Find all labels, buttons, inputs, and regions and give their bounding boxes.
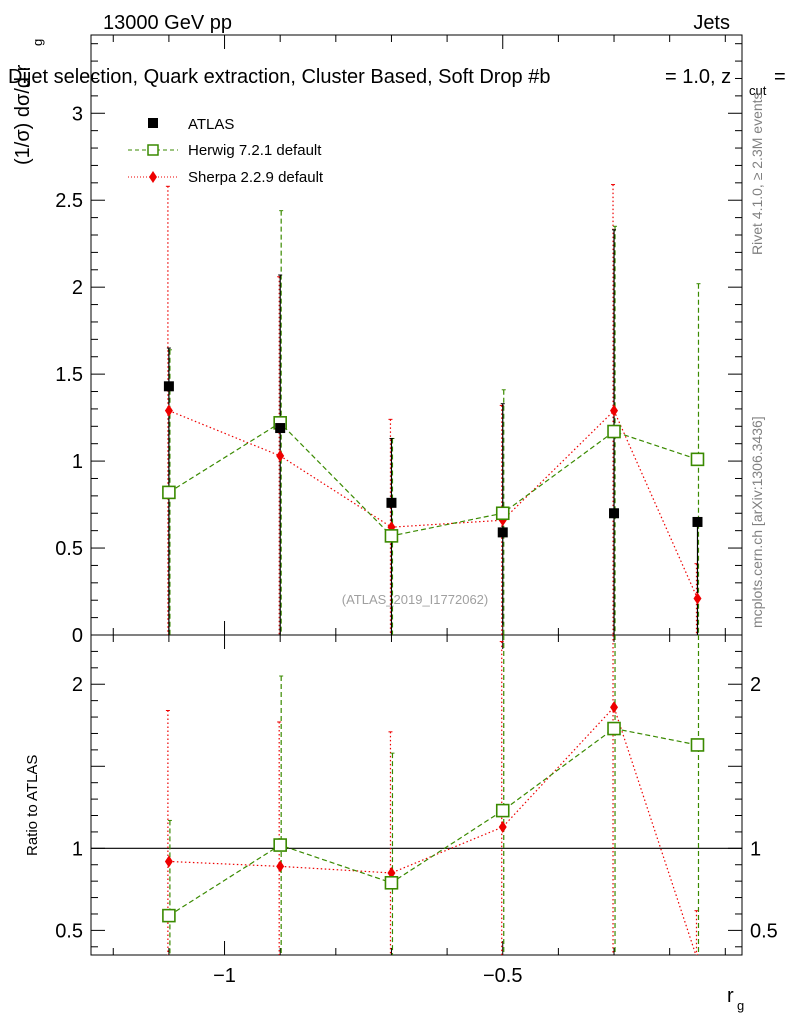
plot-title-trailing: = <box>774 66 786 88</box>
ratio-ytick-label: 0.5 <box>55 920 83 942</box>
xtick-label: −0.5 <box>483 965 522 987</box>
ratio-line-sherpa <box>168 706 697 955</box>
ratio-ytick-label: 2 <box>72 674 83 696</box>
main-ytick-label: 2.5 <box>55 190 83 212</box>
legend-entry-herwig: Herwig 7.2.1 default <box>188 142 322 159</box>
data-marks <box>91 184 742 955</box>
ratio-point-herwig <box>162 908 176 923</box>
main-ytick-label: 3 <box>72 103 83 125</box>
ratio-point-sherpa <box>387 866 396 879</box>
ratio-ytick-label-right: 0.5 <box>750 920 778 942</box>
main-line-sherpa <box>168 409 699 599</box>
plot-title-zcut-sub: cut <box>749 83 767 98</box>
ratio-ylabel: Ratio to ATLAS <box>24 755 41 856</box>
main-ytick-label: 0.5 <box>55 538 83 560</box>
main-point-atlas <box>609 508 620 519</box>
ratio-point-herwig <box>690 738 705 752</box>
main-line-herwig <box>168 422 698 537</box>
main-ylabel-sub: g <box>30 39 45 46</box>
ratio-panel-frame <box>90 634 743 956</box>
main-point-herwig <box>690 452 705 467</box>
ratio-panel-marks <box>162 635 705 955</box>
ratio-ytick-label-right: 1 <box>750 838 761 860</box>
main-ytick-label: 2 <box>72 277 83 299</box>
main-point-sherpa <box>693 592 702 605</box>
ratio-point-sherpa <box>696 953 699 955</box>
main-point-herwig <box>607 424 621 439</box>
main-point-atlas <box>692 516 703 527</box>
ratio-ytick-label-right: 2 <box>750 674 761 696</box>
analysis-watermark: (ATLAS_2019_I1772062) <box>342 592 488 607</box>
main-point-sherpa <box>164 404 173 417</box>
ratio-point-sherpa <box>164 855 173 868</box>
main-point-herwig <box>162 485 176 500</box>
x-axis-label-sub: g <box>737 998 744 1013</box>
energy-label: 13000 GeV pp <box>103 12 232 34</box>
x-axis-label: r <box>727 985 734 1007</box>
ratio-point-herwig <box>607 721 621 736</box>
main-ytick-label: 1 <box>72 451 83 473</box>
legend-marker-herwig <box>147 144 159 156</box>
main-ytick-label: 0 <box>72 625 83 647</box>
legend: ATLAS Herwig 7.2.1 default Sherpa 2.2.9 … <box>128 116 324 186</box>
ratio-point-sherpa <box>276 860 285 873</box>
legend-marker-atlas <box>148 118 158 128</box>
legend-entry-sherpa: Sherpa 2.2.9 default <box>188 169 324 186</box>
xtick-label: −1 <box>213 965 236 987</box>
ratio-point-herwig <box>273 838 287 852</box>
legend-marker-sherpa <box>149 171 157 183</box>
mcplots-label: mcplots.cern.ch [arXiv:1306.3436] <box>749 416 765 628</box>
ratio-point-herwig <box>384 875 399 890</box>
main-point-herwig <box>384 529 399 543</box>
main-point-atlas <box>163 381 174 392</box>
plot-title-beta: = 1.0, z <box>665 66 731 88</box>
rivet-label: Rivet 4.1.0, ≥ 2.3M events <box>749 92 765 255</box>
main-panel-marks <box>162 184 705 635</box>
ratio-point-sherpa <box>610 701 619 714</box>
ratio-line-herwig <box>168 727 698 917</box>
category-label: Jets <box>693 12 730 34</box>
ratio-point-sherpa <box>498 821 507 833</box>
plot-title: Dijet selection, Quark extraction, Clust… <box>8 66 550 88</box>
main-point-atlas <box>275 423 286 434</box>
axis-ticks: 0 0.5 1 1.5 2 2.5 3 0.5 0.5 1 1 2 2 −1 −0.5 <box>55 35 778 987</box>
ratio-point-herwig <box>495 803 510 818</box>
main-ylabel: (1/σ) dσ/d r <box>12 64 34 165</box>
main-point-atlas <box>386 497 397 508</box>
main-point-atlas <box>497 527 508 538</box>
main-point-sherpa <box>610 404 619 417</box>
main-point-sherpa <box>276 449 285 462</box>
ratio-ytick-label: 1 <box>72 838 83 860</box>
legend-entry-atlas: ATLAS <box>188 116 234 133</box>
main-ytick-label: 1.5 <box>55 364 83 386</box>
main-point-herwig <box>495 506 510 521</box>
